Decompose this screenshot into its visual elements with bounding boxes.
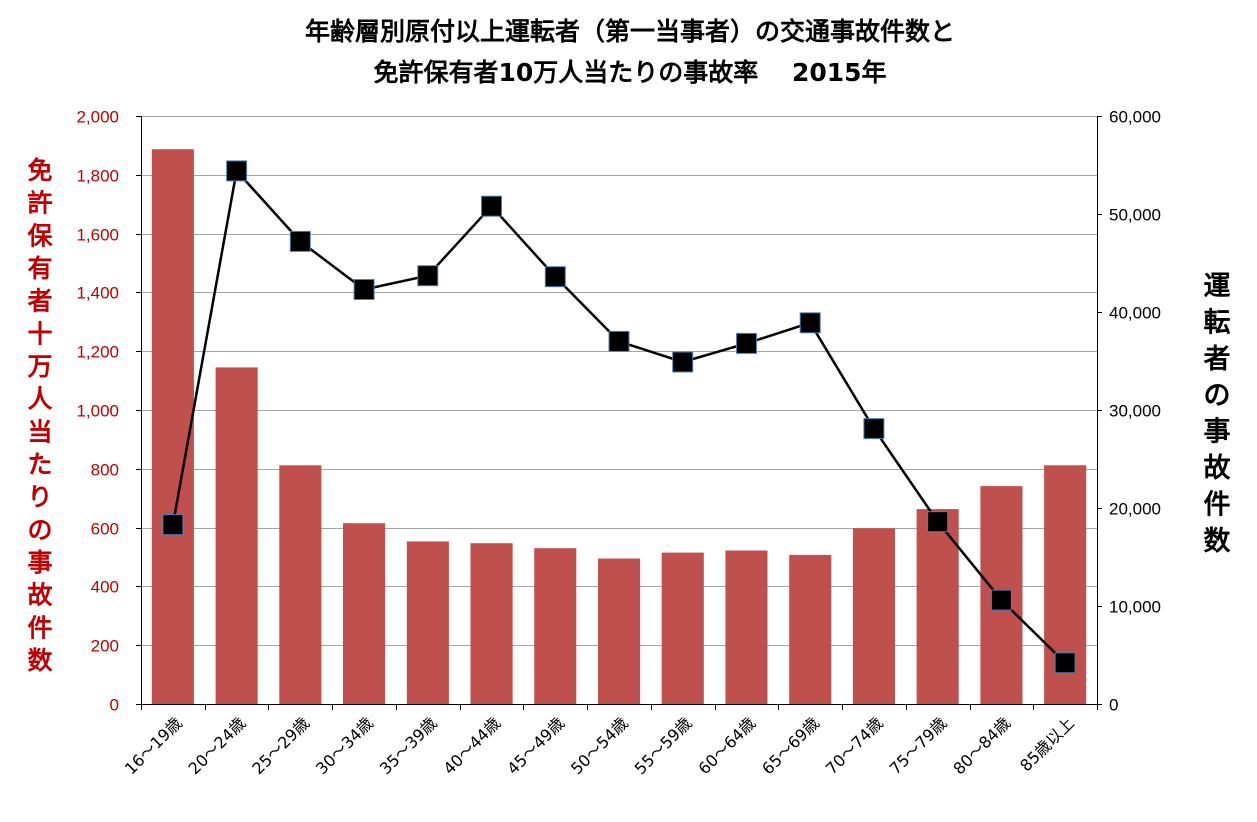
left-axis-tick-label: 0 xyxy=(110,696,119,715)
chart-title-line-1: 年齢層別原付以上運転者（第一当事者）の交通事故件数と xyxy=(305,17,955,46)
line-marker xyxy=(481,195,502,217)
line-markers xyxy=(162,160,1076,674)
bar xyxy=(343,523,386,704)
bar xyxy=(534,548,577,704)
left-axis-tick-label: 1,200 xyxy=(76,343,119,362)
y-axis-label-left-char: 許 xyxy=(27,189,52,218)
axes xyxy=(136,116,1102,710)
chart-title-line-2: 免許保有者10万人当たりの事故率 2015年 xyxy=(373,58,886,87)
line-marker xyxy=(226,160,248,182)
line-marker xyxy=(927,511,949,533)
bar-series xyxy=(151,149,1087,704)
y-axis-label-right-char: の xyxy=(1204,380,1231,411)
left-axis-tick-label: 800 xyxy=(91,461,119,480)
y-axis-label-left-char: 保 xyxy=(26,221,53,250)
y-axis-label-right-char: 数 xyxy=(1204,526,1232,557)
right-axis-tick-label: 40,000 xyxy=(1109,304,1161,323)
y-axis-label-right-char: 事 xyxy=(1204,417,1231,448)
right-axis-ticks: 0 10,000 20,000 30,000 40,000 50,000 60,000 xyxy=(1109,108,1161,715)
bar xyxy=(598,558,641,704)
y-axis-label-left-char: 有 xyxy=(27,254,52,283)
y-axis-label-left-char: 人 xyxy=(27,385,52,414)
y-axis-label-right-char: 件 xyxy=(1204,490,1231,521)
left-axis-tick-label: 1,800 xyxy=(76,167,119,186)
left-axis-tick-label: 600 xyxy=(91,520,119,539)
right-axis-tick-label: 30,000 xyxy=(1109,402,1161,421)
left-axis-tick-label: 200 xyxy=(91,637,119,656)
line-marker xyxy=(1054,652,1076,674)
line-marker xyxy=(990,589,1012,611)
line-marker xyxy=(353,279,375,300)
line-marker xyxy=(289,230,311,252)
left-axis-tick-label: 1,000 xyxy=(76,402,119,421)
left-axis-tick-label: 1,600 xyxy=(76,226,119,245)
y-axis-label-left-char: 当 xyxy=(27,417,52,446)
y-axis-label-left-char: 十 xyxy=(27,319,52,348)
y-axis-label-right-char: 運 xyxy=(1204,271,1231,302)
bar xyxy=(215,367,258,704)
bar xyxy=(916,509,959,704)
y-axis-label-left-char: た xyxy=(27,450,52,479)
bar xyxy=(151,149,194,704)
y-axis-label-left-char: 者 xyxy=(27,287,52,316)
y-axis-label-left-char: 免 xyxy=(27,156,52,185)
line-marker xyxy=(608,330,630,352)
bar xyxy=(406,541,449,704)
y-axis-label-right-char: 故 xyxy=(1204,453,1231,484)
right-axis-tick-label: 20,000 xyxy=(1109,500,1161,519)
y-axis-label-left-char: 件 xyxy=(27,613,52,642)
right-axis-tick-label: 10,000 xyxy=(1109,598,1161,617)
right-axis-tick-label: 0 xyxy=(1109,696,1118,715)
right-axis-tick-label: 60,000 xyxy=(1109,108,1161,127)
bar xyxy=(852,528,895,704)
y-axis-label-left-char: の xyxy=(27,515,52,544)
y-axis-label-left-char: 数 xyxy=(27,646,53,675)
line-marker xyxy=(799,312,821,334)
y-axis-label-left-char: 万 xyxy=(27,352,52,381)
left-axis-ticks: 0 200 400 600 800 1,000 1,200 1,400 1,600 1,800 2,… xyxy=(76,108,119,715)
y-axis-label-right-char: 転 xyxy=(1204,307,1231,338)
y-axis-label-left-char: り xyxy=(27,483,52,512)
bar xyxy=(661,552,704,704)
line-marker xyxy=(417,265,439,287)
left-axis-tick-label: 1,400 xyxy=(76,284,119,303)
bar xyxy=(279,465,322,704)
left-axis-tick-label: 2,000 xyxy=(76,108,119,127)
y-axis-label-left-char: 事 xyxy=(27,548,52,577)
y-axis-label-left-char: 故 xyxy=(27,581,53,610)
line-marker xyxy=(736,332,757,354)
line-marker xyxy=(672,351,694,373)
left-axis-tick-label: 400 xyxy=(91,578,119,597)
bar xyxy=(725,550,768,704)
y-axis-label-right-char: 者 xyxy=(1204,344,1231,375)
line-marker xyxy=(544,266,566,288)
line-marker xyxy=(162,514,184,536)
right-axis-tick-label: 50,000 xyxy=(1109,206,1161,225)
bar xyxy=(789,554,832,704)
bar xyxy=(470,543,513,704)
line-marker xyxy=(863,418,885,440)
